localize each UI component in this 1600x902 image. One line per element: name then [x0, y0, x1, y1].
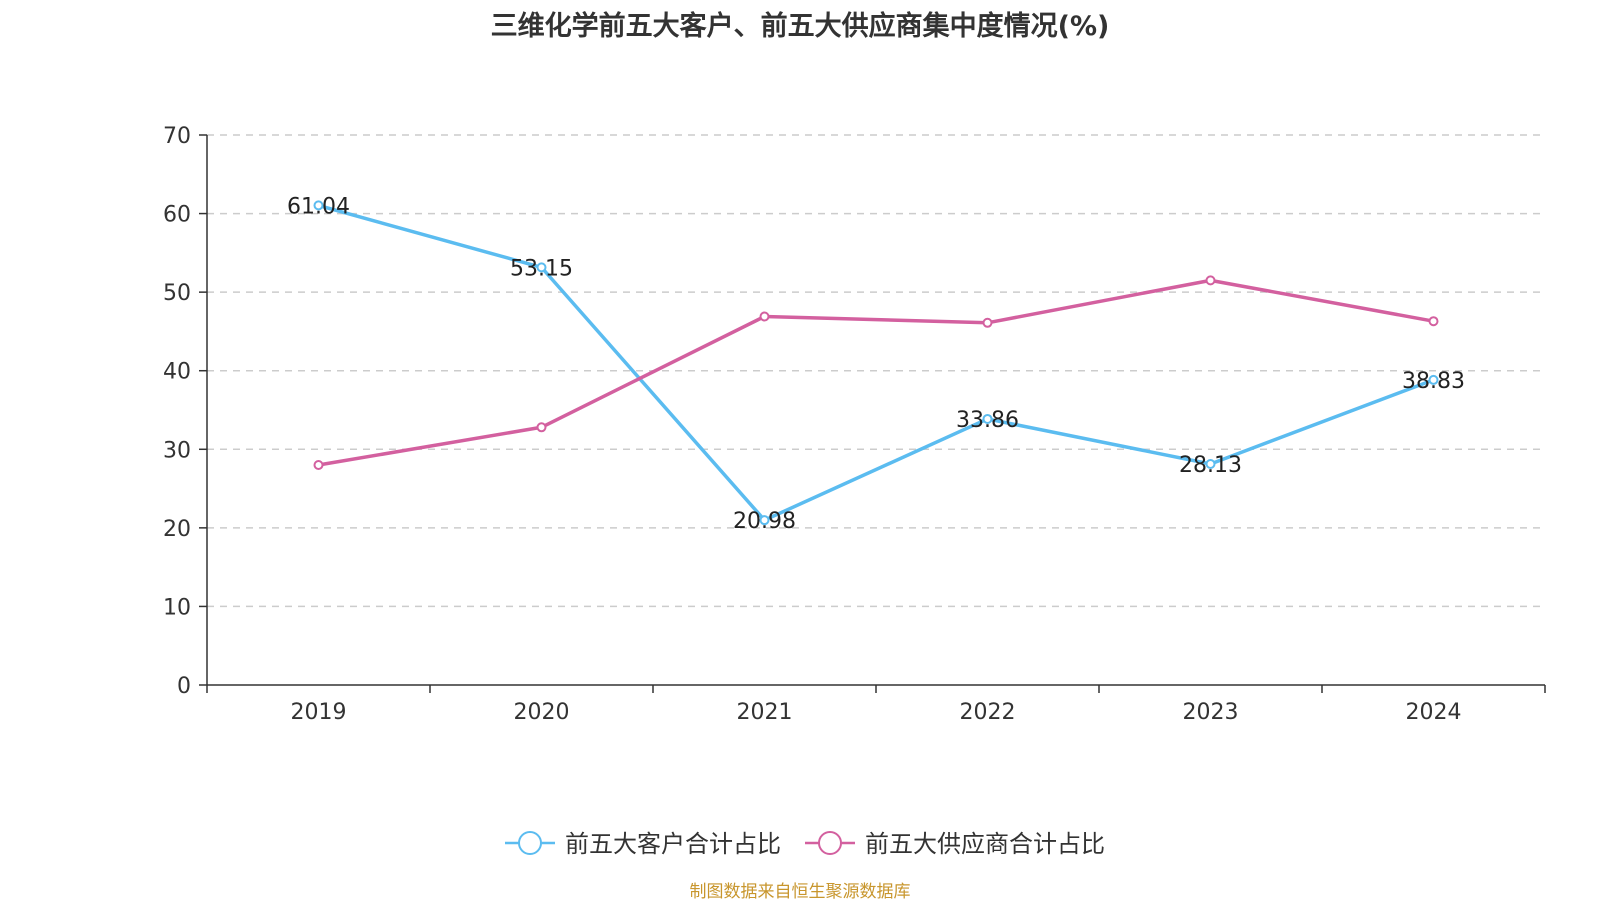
data-point — [1428, 316, 1439, 327]
axes: 0 10 20 30 40 50 60 70 2019 2020 2021 2022 2023 2024 — [163, 124, 1546, 725]
data-label: 28.13 — [1179, 453, 1242, 478]
series-line-2 — [318, 278, 1434, 467]
source-note: 制图数据来自恒生聚源数据库 — [689, 882, 911, 902]
y-tick-label: 20 — [163, 517, 191, 542]
y-tick-label: 30 — [163, 438, 191, 463]
y-tick-label: 70 — [163, 124, 191, 149]
data-point — [313, 460, 324, 470]
data-label: 38.83 — [1402, 369, 1465, 394]
chart-title: 三维化学前五大客户、前五大供应商集中度情况(%) — [490, 11, 1110, 42]
data-point — [759, 311, 770, 322]
data-point — [536, 262, 547, 273]
data-point — [313, 200, 324, 211]
y-tick-label: 40 — [163, 360, 191, 385]
y-tick-label: 50 — [163, 281, 191, 306]
y-tick-label: 0 — [177, 674, 191, 699]
y-tick-label: 10 — [163, 595, 191, 620]
grid-lines — [207, 134, 1545, 608]
legend-label: 前五大客户合计占比 — [565, 830, 781, 858]
legend: 前五大客户合计占比 前五大供应商合计占比 — [505, 830, 1105, 858]
data-label: 33.86 — [956, 408, 1019, 433]
data-point — [1205, 275, 1216, 286]
x-tick-label: 2024 — [1406, 700, 1462, 725]
data-label: 53.15 — [510, 256, 573, 281]
x-tick-label: 2020 — [514, 700, 570, 725]
data-point — [982, 413, 993, 424]
data-label: 61.04 — [287, 194, 350, 219]
y-tick-label: 60 — [163, 203, 191, 228]
x-tick-label: 2023 — [1183, 700, 1239, 725]
legend-label: 前五大供应商合计占比 — [865, 830, 1105, 858]
series — [313, 200, 1439, 526]
x-tick-label: 2022 — [960, 700, 1016, 725]
data-point — [536, 422, 547, 433]
data-point — [1205, 458, 1216, 469]
legend-marker — [518, 831, 542, 855]
series-line-1 — [318, 203, 1435, 522]
data-point — [759, 515, 770, 526]
data-point — [1428, 374, 1439, 385]
x-tick-label: 2021 — [737, 700, 793, 725]
legend-marker — [818, 831, 842, 855]
data-point — [982, 317, 993, 328]
data-labels: 61.04 53.15 20.98 33.86 28.13 38.83 — [287, 194, 1465, 534]
x-tick-label: 2019 — [291, 700, 347, 725]
data-label: 20.98 — [733, 509, 796, 534]
